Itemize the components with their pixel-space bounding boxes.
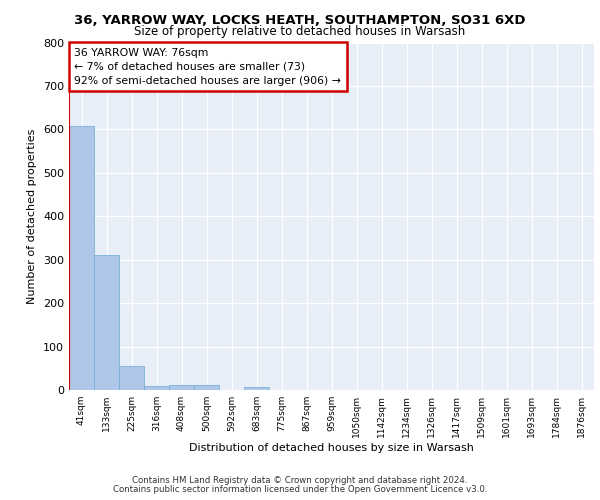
Bar bbox=[194, 385, 219, 390]
Bar bbox=[94, 256, 119, 390]
Text: 36, YARROW WAY, LOCKS HEATH, SOUTHAMPTON, SO31 6XD: 36, YARROW WAY, LOCKS HEATH, SOUTHAMPTON… bbox=[74, 14, 526, 27]
Text: 36 YARROW WAY: 76sqm
← 7% of detached houses are smaller (73)
92% of semi-detach: 36 YARROW WAY: 76sqm ← 7% of detached ho… bbox=[74, 48, 341, 86]
Bar bbox=[119, 366, 144, 390]
Bar bbox=[69, 126, 94, 390]
Text: Contains HM Land Registry data © Crown copyright and database right 2024.: Contains HM Land Registry data © Crown c… bbox=[132, 476, 468, 485]
Bar bbox=[169, 385, 194, 390]
Text: Contains public sector information licensed under the Open Government Licence v3: Contains public sector information licen… bbox=[113, 485, 487, 494]
Bar bbox=[144, 386, 169, 390]
Text: Size of property relative to detached houses in Warsash: Size of property relative to detached ho… bbox=[134, 25, 466, 38]
X-axis label: Distribution of detached houses by size in Warsash: Distribution of detached houses by size … bbox=[189, 442, 474, 452]
Y-axis label: Number of detached properties: Number of detached properties bbox=[28, 128, 37, 304]
Bar bbox=[244, 386, 269, 390]
